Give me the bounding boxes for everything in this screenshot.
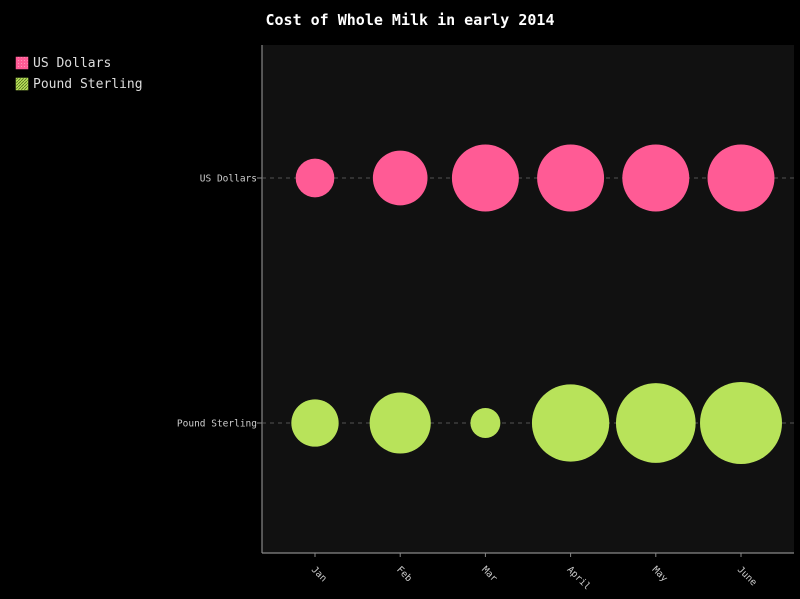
plot-area [262,45,794,553]
bubble-pound-sterling-feb[interactable] [369,392,431,454]
bubble-pound-sterling-jan[interactable] [291,399,339,447]
bubble-us-dollars-june[interactable] [707,144,775,212]
bubble-pound-sterling-may[interactable] [615,383,696,463]
x-tick-label-may: May [650,564,670,584]
legend-label-us-dollars: US Dollars [33,56,111,71]
bubble-pound-sterling-april[interactable] [531,384,610,462]
legend: US Dollars Pound Sterling [15,56,143,92]
y-tick-label-pound-sterling: Pound Sterling [177,419,257,430]
legend-swatch-pound-sterling [15,77,29,91]
bubble-us-dollars-mar[interactable] [451,144,519,212]
bubble-pound-sterling-mar[interactable] [470,408,501,438]
legend-label-pound-sterling: Pound Sterling [33,77,143,92]
bubble-us-dollars-jan[interactable] [295,158,335,198]
bubble-pound-sterling-june[interactable] [700,382,782,464]
x-tick-label-april: April [564,564,592,592]
legend-swatch-us-dollars [15,56,29,70]
bubble-us-dollars-april[interactable] [537,144,605,212]
x-tick-label-june: June [735,564,759,588]
chart-title: Cost of Whole Milk in early 2014 [266,11,555,29]
y-tick-label-us-dollars: US Dollars [200,174,257,185]
x-tick-label-mar: Mar [479,564,499,584]
x-tick-label-jan: Jan [309,564,329,584]
bubble-us-dollars-feb[interactable] [372,150,428,206]
x-tick-label-feb: Feb [394,564,414,584]
bubble-us-dollars-may[interactable] [622,144,690,212]
